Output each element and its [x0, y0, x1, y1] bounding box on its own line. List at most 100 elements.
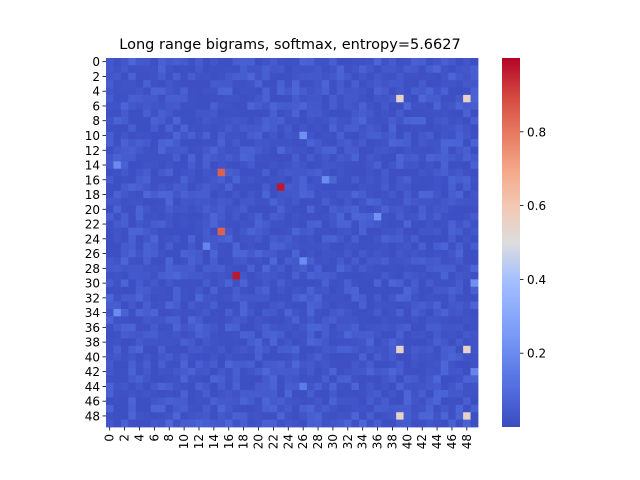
heatmap-cell	[463, 131, 471, 140]
heatmap-cell	[425, 353, 434, 361]
heatmap-cell	[418, 117, 427, 125]
heatmap-cell	[195, 139, 204, 147]
heatmap-cell	[366, 205, 375, 214]
heatmap-cell	[306, 117, 315, 125]
heatmap-cell	[440, 367, 449, 376]
heatmap-cell	[269, 72, 278, 81]
heatmap-cell	[314, 390, 323, 398]
heatmap-cell	[299, 249, 308, 258]
heatmap-cell	[232, 331, 241, 339]
heatmap-cell	[418, 264, 427, 273]
heatmap-cell	[180, 139, 189, 147]
heatmap-cell	[254, 235, 263, 243]
heatmap-cell	[425, 183, 434, 192]
heatmap-cell	[418, 279, 427, 288]
x-tick-label: 48	[460, 434, 474, 449]
heatmap-cell	[388, 272, 397, 280]
heatmap-cell	[225, 198, 233, 206]
x-tick-label: 14	[207, 434, 221, 449]
heatmap-cell	[463, 198, 471, 206]
heatmap-cell	[210, 146, 218, 155]
heatmap-cell	[455, 412, 464, 421]
heatmap-cell	[329, 264, 338, 273]
heatmap-cell	[403, 80, 412, 88]
heatmap-cell	[381, 190, 390, 199]
heatmap-cell	[135, 404, 144, 413]
heatmap-cell	[225, 65, 233, 74]
heatmap-cell	[187, 331, 196, 339]
heatmap-cell	[284, 94, 293, 103]
heatmap-cell	[440, 279, 449, 288]
heatmap-cell	[262, 308, 271, 317]
heatmap-cell	[351, 102, 360, 111]
heatmap-cell	[381, 257, 390, 266]
heatmap-cell	[463, 286, 471, 295]
heatmap-cell	[247, 117, 256, 125]
heatmap-cell	[254, 397, 263, 406]
heatmap-cell	[366, 301, 375, 310]
heatmap-cell	[247, 331, 256, 339]
heatmap-cell	[381, 102, 390, 111]
heatmap-cell	[277, 146, 285, 155]
heatmap-cell	[262, 331, 271, 339]
heatmap-cell	[165, 257, 174, 266]
heatmap-cell	[433, 338, 442, 347]
heatmap-cell	[396, 87, 404, 96]
heatmap-cell	[344, 323, 352, 332]
heatmap-cell	[411, 316, 419, 325]
heatmap-cell	[262, 205, 271, 214]
heatmap-cell	[418, 257, 427, 266]
heatmap-cell	[165, 109, 174, 118]
heatmap-cell	[433, 249, 442, 258]
heatmap-cell	[440, 308, 449, 317]
heatmap-cell	[172, 375, 181, 384]
heatmap-cell	[351, 301, 360, 310]
heatmap-cell	[143, 412, 152, 421]
heatmap-cell	[135, 242, 144, 251]
heatmap-cell	[284, 412, 293, 421]
heatmap-cell	[247, 72, 256, 81]
heatmap-cell	[403, 308, 412, 317]
heatmap-cell	[351, 286, 360, 295]
heatmap-cell	[373, 308, 382, 317]
heatmap-cell	[262, 65, 271, 74]
heatmap-cell	[418, 109, 427, 118]
heatmap-cell	[299, 220, 308, 229]
heatmap-cell	[120, 212, 129, 221]
heatmap-cell	[344, 264, 352, 273]
heatmap-cell	[225, 190, 233, 199]
heatmap-cell	[403, 153, 412, 162]
heatmap-cell	[135, 117, 144, 125]
heatmap-cell	[202, 412, 211, 421]
heatmap-cell	[135, 382, 144, 391]
heatmap-cell	[381, 323, 390, 332]
heatmap-cell	[329, 316, 338, 325]
heatmap-cell	[232, 198, 241, 206]
heatmap-cell	[135, 190, 144, 199]
heatmap-cell	[195, 360, 204, 369]
heatmap-cell	[314, 412, 323, 421]
heatmap-cell	[128, 345, 137, 354]
heatmap-cell	[448, 80, 457, 88]
heatmap-cell	[314, 382, 323, 391]
heatmap-cell	[373, 65, 382, 74]
heatmap-cell	[411, 272, 419, 280]
heatmap-cell	[217, 153, 226, 162]
heatmap-cell	[455, 65, 464, 74]
heatmap-cell	[120, 390, 129, 398]
heatmap-cell	[366, 58, 375, 66]
heatmap-cell	[120, 131, 129, 140]
heatmap-cell	[113, 294, 122, 302]
heatmap-cell	[358, 375, 367, 384]
heatmap-cell	[195, 198, 204, 206]
heatmap-cell	[366, 72, 375, 81]
heatmap-cell	[329, 146, 338, 155]
heatmap-cell	[195, 382, 204, 391]
heatmap-cell	[106, 404, 114, 413]
heatmap-cell	[113, 109, 122, 118]
heatmap-cell	[284, 139, 293, 147]
heatmap-cell	[150, 360, 159, 369]
heatmap-cell	[321, 279, 330, 288]
heatmap-cell	[150, 257, 159, 266]
heatmap-cell	[254, 212, 263, 221]
